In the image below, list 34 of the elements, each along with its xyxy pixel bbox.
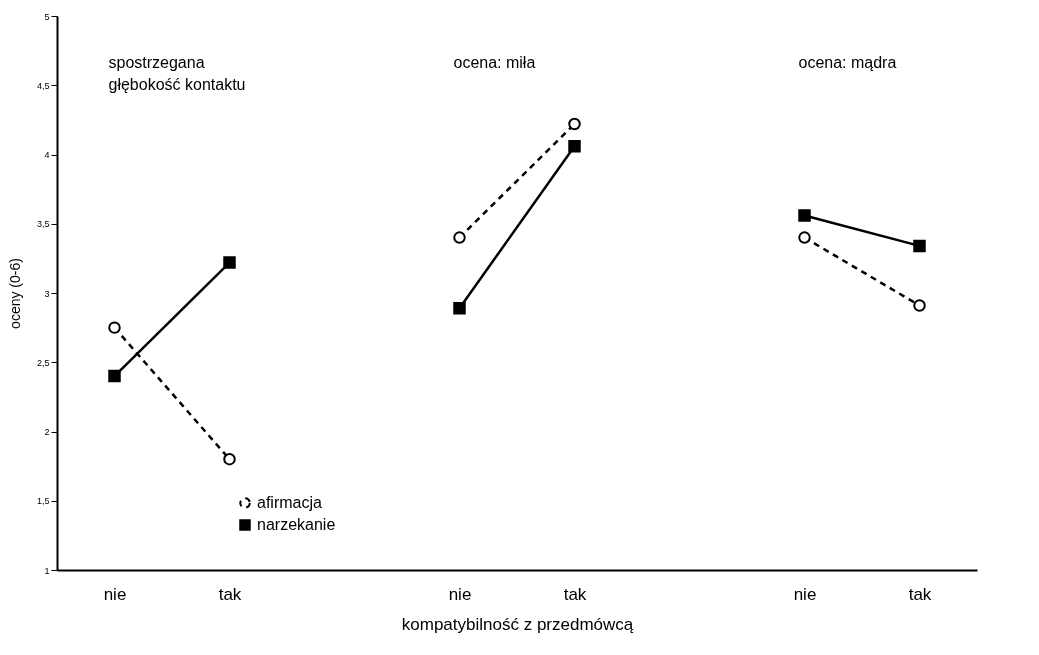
point [913,239,926,253]
point [568,139,581,153]
annotation: spostrzegana głębokość kontaktu [108,53,246,93]
point [798,231,811,244]
y-tick-label: 3 [44,288,50,299]
y-axis-title: oceny (0-6) [6,258,23,329]
point [108,369,121,383]
point [223,452,236,466]
point [108,321,121,334]
x-tick-label: nie [448,584,472,604]
x-tick-label: nie [793,584,817,604]
point [223,256,236,269]
y-tick-label: 1,5 [36,496,50,507]
y-tick-label: 4 [44,150,50,160]
point [798,209,811,222]
x-tick-label: tak [908,584,932,604]
x-tick-label: tak [563,584,587,604]
y-tick-label: 3,5 [36,219,50,230]
y-tick-label: 1 [44,565,50,576]
point [568,117,581,131]
y-tick-label: 4,5 [36,80,50,91]
y-tick-label: 2 [44,427,50,437]
point [913,299,926,312]
point [453,231,466,244]
point [453,301,466,315]
y-tick-label: 2,5 [36,357,50,368]
annotation: ocena: miła [453,53,536,71]
legend-label: narzekanie [257,516,336,533]
x-axis-title: kompatybilność z przedmówcą [401,614,634,634]
legend-label: afirmacja [257,494,323,511]
x-tick-label: nie [103,584,127,604]
x-tick-label: tak [218,584,242,604]
y-tick-label: 5 [44,11,50,22]
annotation: ocena: mądra [798,53,897,71]
